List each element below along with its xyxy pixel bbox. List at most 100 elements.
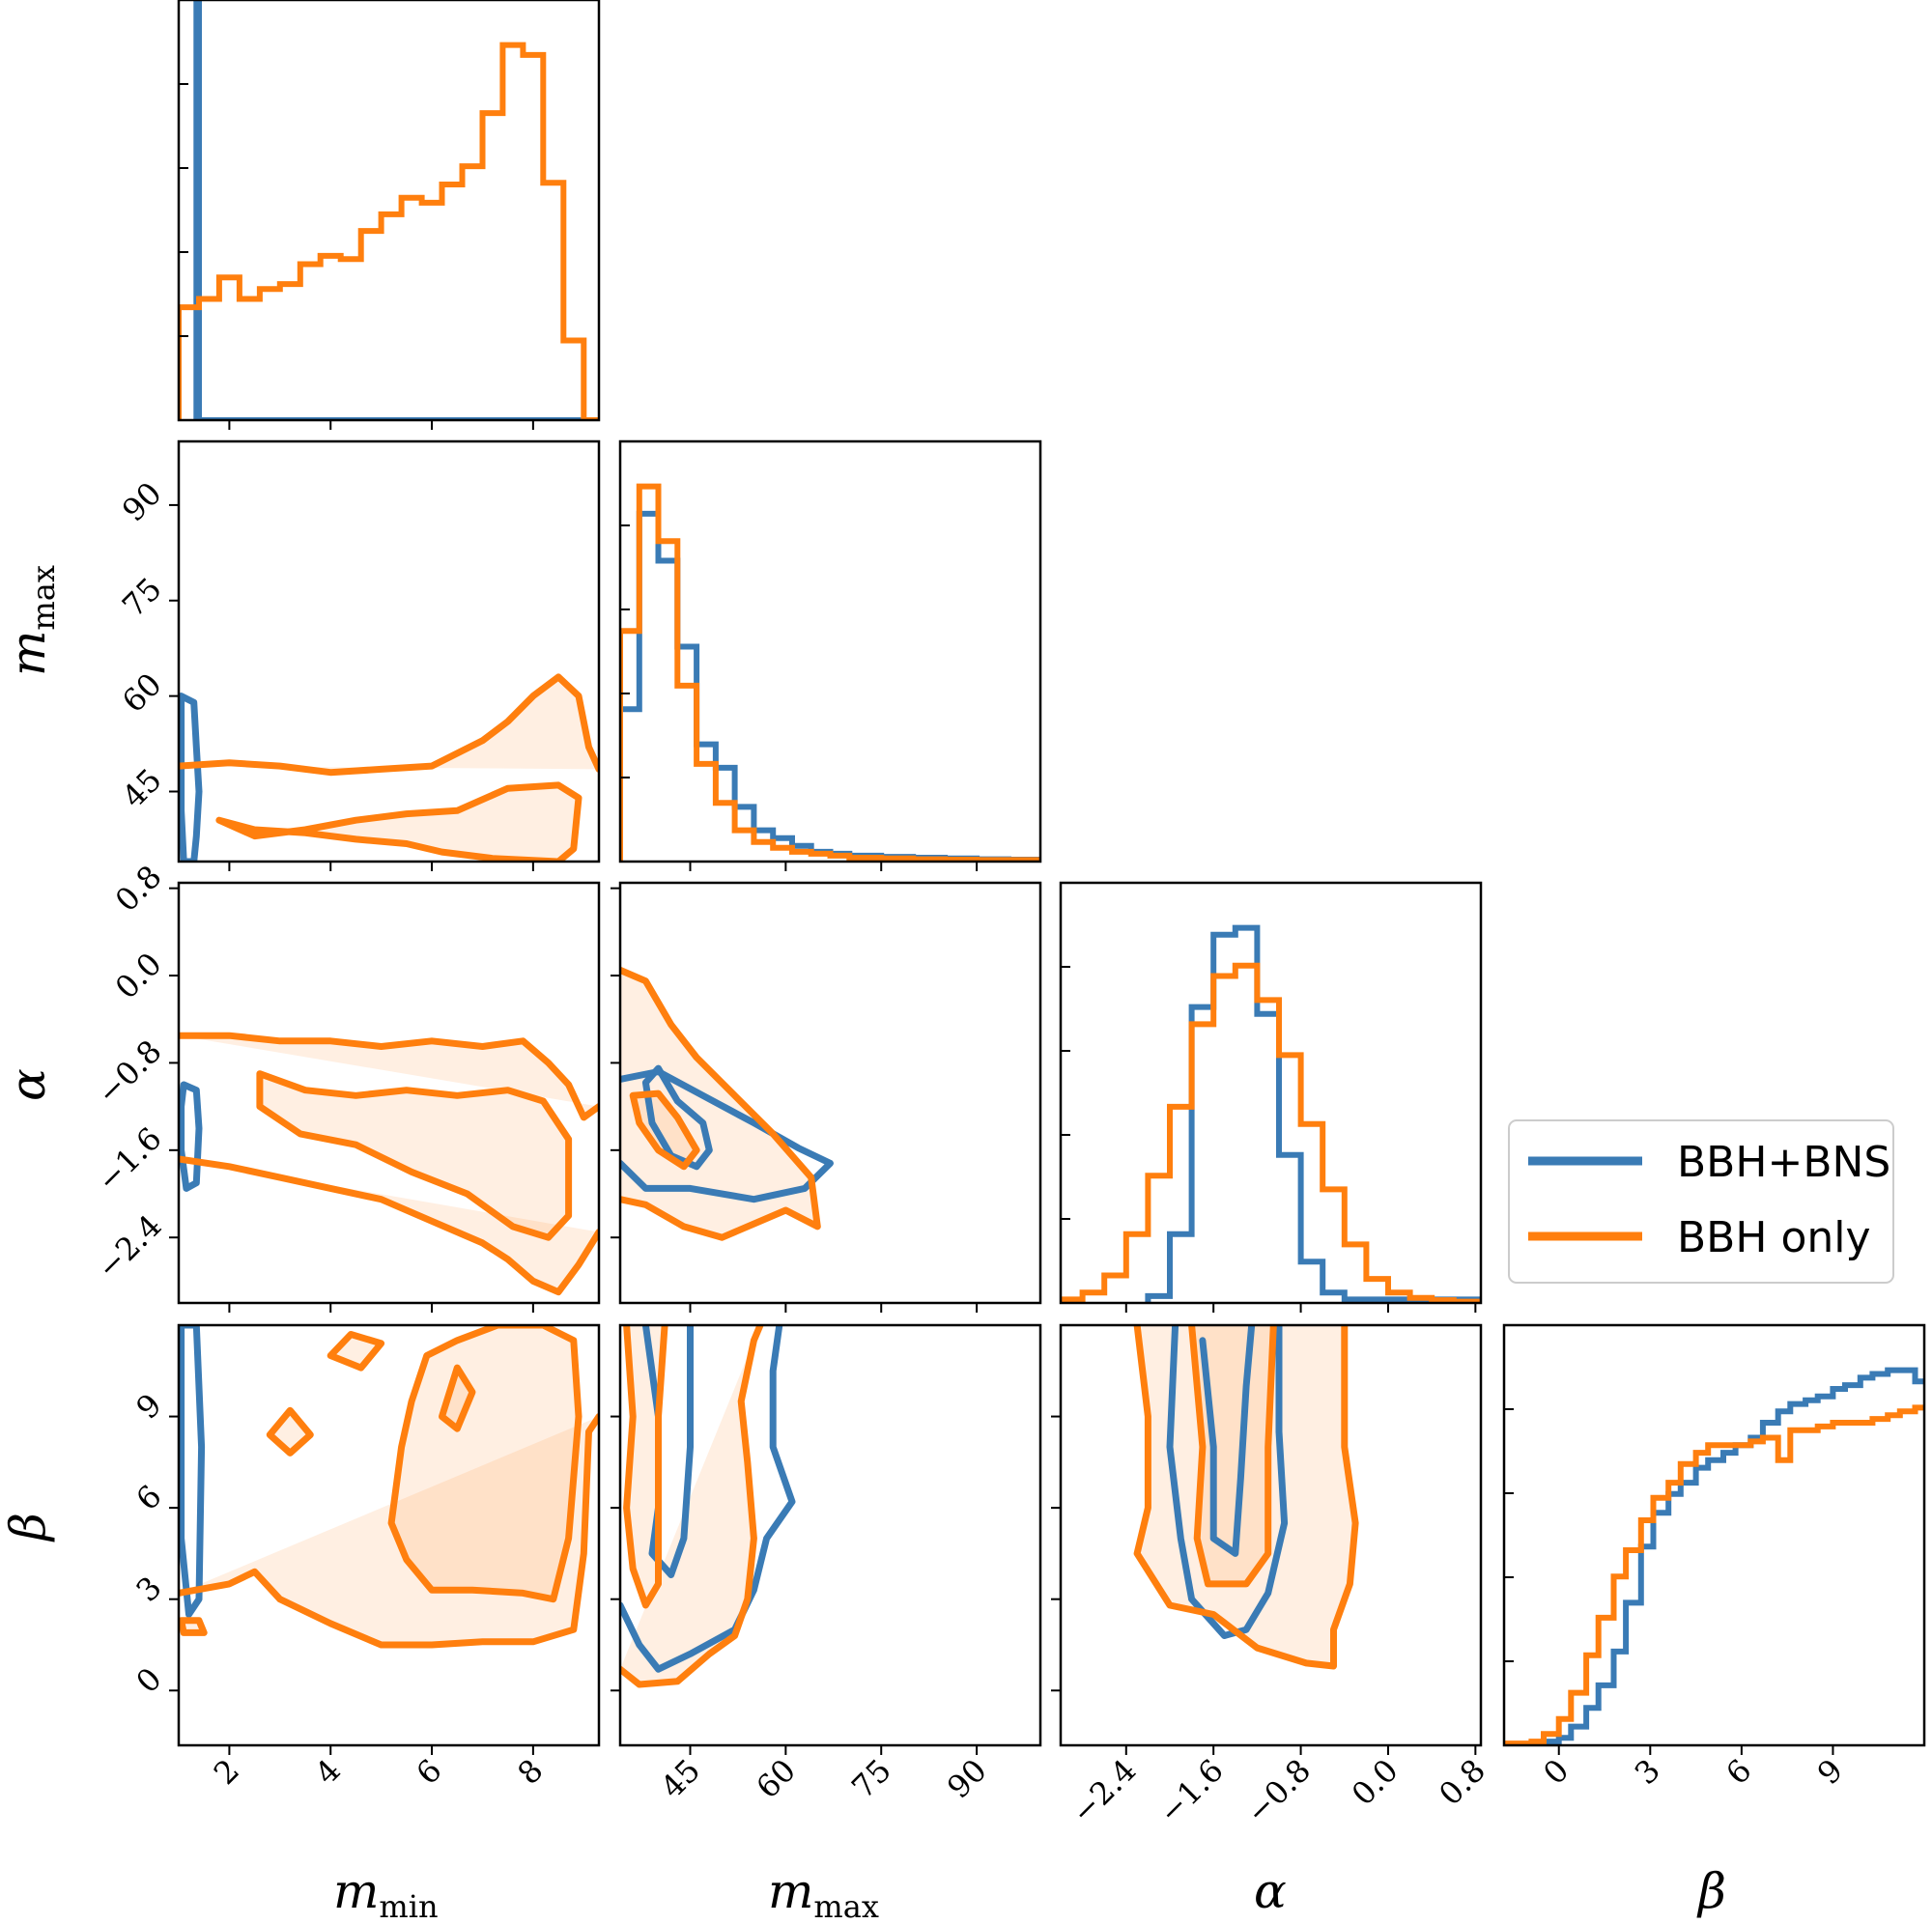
y-tick-label-beta: 0 (128, 1660, 168, 1700)
panel-frame-2-0 (177, 881, 601, 1305)
contour-bbh-only (266, 1406, 314, 1457)
x-tick-label-beta: 0 (1536, 1752, 1576, 1792)
x-tick-label-mmax: 75 (844, 1752, 898, 1806)
density-region (179, 1035, 599, 1118)
contours-alpha-beta (1133, 1325, 1359, 1670)
contours-mmax-alpha (620, 966, 834, 1241)
contour-bbh-only (387, 1325, 582, 1603)
contour-bbh-only (179, 1413, 599, 1649)
contours-mmax-beta (620, 1325, 796, 1688)
contour-bbh-only (620, 966, 821, 1241)
contour-bbh-only (256, 1070, 573, 1241)
legend-label-bbh-only: BBH only (1677, 1213, 1871, 1262)
contour-bbh-bns (1199, 1325, 1256, 1557)
x-tick-label-mmin: 4 (308, 1752, 348, 1792)
y-tick-label-mmax: 45 (115, 761, 169, 815)
x-tick-label-mmax: 45 (653, 1752, 707, 1806)
x-tick-label-alpha: −2.4 (1065, 1752, 1144, 1831)
contour-bbh-only (439, 1364, 476, 1432)
legend: BBH+BNS BBH only (1508, 1119, 1894, 1284)
y-tick-label-alpha: −1.6 (90, 1120, 169, 1200)
contour-bbh-bns (620, 1325, 796, 1673)
panel-frame-3-3 (1502, 1323, 1926, 1747)
contours-mmin-beta (179, 1325, 599, 1649)
contours-mmin-mmax (179, 673, 599, 862)
contour-bbh-bns (620, 1068, 834, 1203)
x-tick-label-alpha: −1.6 (1151, 1752, 1231, 1831)
x-tick-label-alpha: 0.0 (1345, 1752, 1406, 1813)
histogram-mmin (179, 0, 599, 420)
contour-bbh-only (629, 1089, 700, 1171)
y-tick-label-beta: 9 (128, 1386, 168, 1426)
density-region (179, 676, 599, 773)
x-tick-label-mmin: 8 (510, 1752, 550, 1792)
density-mmin-mmax (179, 676, 599, 862)
y-axis-label-beta: β (0, 1513, 56, 1542)
y-axis-label-alpha: α (0, 1068, 56, 1101)
x-tick-label-mmax: 90 (940, 1752, 994, 1806)
x-axis-label-mmax: mmax (768, 1863, 879, 1924)
y-tick-label-mmax: 60 (115, 665, 169, 720)
contour-bbh-only (215, 781, 582, 862)
x-tick-label-mmin: 6 (409, 1752, 448, 1792)
x-axis-label-mmin: mmin (333, 1863, 439, 1924)
panel-frame-1-1 (618, 439, 1042, 863)
hist-bbh-only (179, 42, 599, 420)
histogram-mmax (620, 483, 1040, 862)
contours-mmin-alpha (179, 1032, 599, 1296)
panel-frame-2-2 (1059, 881, 1483, 1305)
legend-label-bbh-bns: BBH+BNS (1677, 1138, 1890, 1187)
x-tick-label-alpha: 0.8 (1432, 1752, 1492, 1813)
y-tick-label-beta: 3 (128, 1569, 168, 1608)
panel-frame-0-0 (177, 0, 601, 422)
x-tick-label-mmin: 2 (207, 1752, 246, 1792)
contour-bbh-only (179, 1155, 599, 1296)
x-axis-label-beta: β (1696, 1863, 1726, 1919)
contour-bbh-bns (179, 1325, 206, 1618)
panel-frame-3-1 (618, 1323, 1042, 1747)
hist-bbh-only (1504, 1404, 1924, 1745)
histogram-alpha (1061, 924, 1481, 1303)
y-tick-label-alpha: −0.8 (90, 1033, 169, 1112)
hist-bbh-only (620, 483, 1040, 862)
y-tick-label-mmax: 75 (115, 571, 169, 625)
x-axis-label-alpha: α (1254, 1863, 1287, 1919)
contour-bbh-only (327, 1331, 385, 1372)
x-tick-label-beta: 9 (1810, 1752, 1850, 1792)
y-tick-label-mmax: 90 (115, 475, 169, 529)
y-tick-label-alpha: −2.4 (90, 1207, 169, 1287)
x-tick-label-beta: 6 (1719, 1752, 1758, 1792)
density-region (179, 1416, 599, 1645)
contour-bbh-only (1188, 1325, 1277, 1588)
y-tick-label-alpha: 0.8 (108, 858, 169, 919)
contour-bbh-only (179, 1032, 599, 1121)
contour-bbh-only (620, 1325, 764, 1688)
panel-frame-2-1 (618, 881, 1042, 1305)
contour-bbh-bns (179, 693, 203, 862)
hist-bbh-bns (193, 0, 599, 420)
histogram-beta (1504, 1367, 1924, 1745)
panel-frame-3-2 (1059, 1323, 1483, 1747)
contour-bbh-only (1133, 1325, 1359, 1670)
y-tick-label-alpha: 0.0 (108, 946, 169, 1006)
hist-bbh-only (1061, 962, 1481, 1303)
contour-bbh-bns (641, 1064, 713, 1171)
panel-frame-1-0 (177, 439, 601, 863)
density-region (259, 1073, 569, 1238)
curve-layer (179, 0, 1924, 1745)
x-tick-label-alpha: −0.8 (1238, 1752, 1318, 1831)
x-tick-label-beta: 3 (1628, 1752, 1667, 1792)
panel-frames (177, 0, 1926, 1747)
contour-bbh-only (179, 1617, 208, 1636)
y-axis-label-mmax: mmax (0, 565, 62, 676)
y-tick-label-beta: 6 (128, 1478, 168, 1517)
hist-bbh-bns (1504, 1367, 1924, 1745)
panel-frame-3-0 (177, 1323, 601, 1747)
hist-bbh-bns (1145, 924, 1481, 1303)
contour-bbh-bns (179, 1081, 203, 1192)
x-tick-label-mmax: 60 (749, 1752, 803, 1806)
contour-bbh-only (623, 1325, 668, 1609)
density-region (391, 1325, 579, 1599)
density-region (218, 784, 579, 862)
